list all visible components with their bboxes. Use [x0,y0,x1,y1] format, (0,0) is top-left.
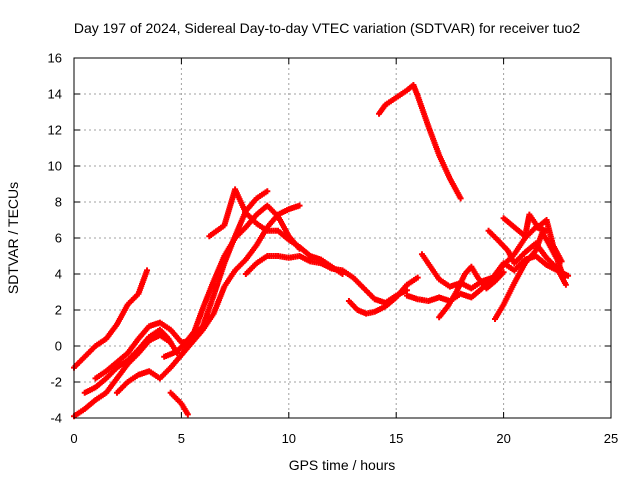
data-point [562,281,569,288]
axis-ticks [73,57,612,419]
x-tick-label: 5 [178,431,185,446]
series-trace-11 [345,274,421,317]
data-point [264,188,271,195]
y-tick-label: -2 [50,375,62,390]
series-trace-7 [178,202,303,358]
data-point [558,258,565,265]
data-point [500,269,507,276]
data-point [296,202,303,209]
y-axis-label: SDTVAR / TECUs [5,182,21,294]
data-marks [71,82,572,420]
data-point [560,274,567,281]
tick-labels: 0 5 10 15 20 25 -4 -2 0 2 4 6 8 10 12 14 16 [48,51,619,447]
y-tick-label: 14 [48,87,62,102]
x-tick-label: 15 [389,431,403,446]
x-tick-label: 20 [496,431,510,446]
y-tick-label: -4 [50,411,62,426]
x-tick-label: 0 [70,431,77,446]
y-tick-label: 16 [48,51,62,66]
y-tick-label: 12 [48,123,62,138]
data-point [565,272,572,279]
y-tick-label: 0 [55,339,62,354]
chart-title: Day 197 of 2024, Sidereal Day-to-day VTE… [74,20,581,36]
y-tick-label: 8 [55,195,62,210]
series-trace-12 [376,82,464,202]
x-tick-label: 10 [282,431,296,446]
y-tick-label: 4 [55,267,62,282]
series-trace-16 [485,227,569,288]
data-point [457,195,464,202]
series-trace-6 [161,202,303,360]
series-trace-1 [71,267,151,371]
y-tick-label: 2 [55,303,62,318]
data-point [144,267,151,274]
series-trace-8 [167,389,191,418]
y-tick-label: 6 [55,231,62,246]
data-point [414,274,421,281]
series-trace-4 [92,319,196,382]
series-trace-3 [81,326,181,396]
series-trace-14 [418,251,572,292]
grid-lines [74,58,611,418]
series-trace-15 [436,263,507,321]
y-tick-label: 10 [48,159,62,174]
x-tick-label: 25 [604,431,618,446]
x-axis-label: GPS time / hours [289,457,396,473]
series-trace-18 [500,211,565,265]
data-point [184,411,191,418]
